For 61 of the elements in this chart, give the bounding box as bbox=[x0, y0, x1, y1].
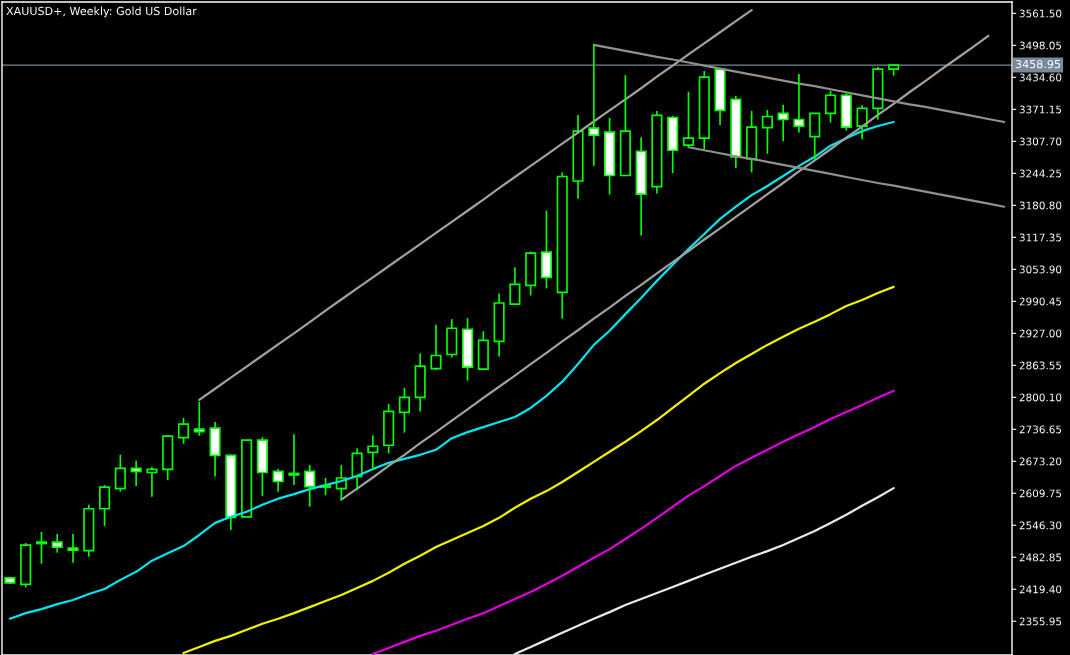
y-tick-label: 3117.35 bbox=[1019, 233, 1062, 242]
candlestick bbox=[351, 447, 363, 491]
line-series bbox=[8, 120, 895, 620]
candlestick bbox=[588, 44, 600, 167]
candlestick bbox=[304, 464, 316, 508]
candlestick bbox=[367, 434, 379, 471]
line-series bbox=[371, 389, 895, 655]
candlestick bbox=[446, 318, 458, 359]
y-tick-label: 2927.00 bbox=[1019, 329, 1062, 338]
candlestick bbox=[225, 454, 237, 531]
y-tick-label: 3498.05 bbox=[1019, 41, 1062, 50]
line-series bbox=[182, 285, 895, 655]
y-tick-label: 2863.55 bbox=[1019, 361, 1062, 370]
y-tick-label: 3561.50 bbox=[1019, 9, 1062, 18]
candlestick bbox=[67, 533, 79, 564]
y-tick-label: 2419.40 bbox=[1019, 585, 1062, 594]
candlestick bbox=[209, 421, 221, 478]
candlestick bbox=[477, 330, 489, 370]
candlestick bbox=[241, 439, 253, 518]
candlestick bbox=[619, 74, 631, 177]
candlestick bbox=[83, 503, 95, 558]
candlestick bbox=[272, 468, 284, 493]
line-series bbox=[592, 43, 1006, 124]
y-tick-label: 2482.85 bbox=[1019, 553, 1062, 562]
y-tick-label: 2673.20 bbox=[1019, 457, 1062, 466]
candlestick bbox=[777, 104, 789, 143]
candlestick bbox=[51, 533, 63, 554]
candlestick bbox=[856, 104, 868, 140]
candlestick bbox=[714, 68, 726, 126]
y-tick-label: 3244.25 bbox=[1019, 169, 1062, 178]
line-series bbox=[198, 8, 753, 401]
candlestick bbox=[793, 73, 805, 134]
candlestick bbox=[509, 266, 521, 305]
candlestick bbox=[635, 136, 647, 237]
candlestick bbox=[872, 66, 884, 121]
y-tick-label: 3371.15 bbox=[1019, 105, 1062, 114]
candlestick bbox=[493, 292, 505, 358]
candlestick bbox=[651, 110, 663, 195]
y-tick-label: 3434.60 bbox=[1019, 73, 1062, 82]
candlestick bbox=[288, 433, 300, 486]
y-tick-label: 2546.30 bbox=[1019, 521, 1062, 530]
ref-line-label: 3458.95 bbox=[1015, 59, 1061, 69]
y-tick-label: 2990.45 bbox=[1019, 297, 1062, 306]
candlestick bbox=[840, 92, 852, 132]
y-tick-label: 2355.95 bbox=[1019, 617, 1062, 626]
candlestick bbox=[414, 352, 426, 413]
y-tick-label: 3053.90 bbox=[1019, 265, 1062, 274]
line-series bbox=[513, 486, 895, 655]
y-tick-label: 2609.75 bbox=[1019, 489, 1062, 498]
chart-title: XAUUSD+, Weekly: Gold US Dollar bbox=[6, 6, 197, 18]
y-tick-label: 3307.70 bbox=[1019, 137, 1062, 146]
candlestick bbox=[572, 114, 584, 200]
candlestick bbox=[20, 542, 32, 589]
candlestick bbox=[556, 171, 568, 320]
y-tick-label: 3180.80 bbox=[1019, 201, 1062, 210]
y-tick-label: 2736.65 bbox=[1019, 425, 1062, 434]
candlestick bbox=[193, 401, 205, 437]
y-tick-label: 2800.10 bbox=[1019, 393, 1062, 402]
line-series bbox=[340, 34, 990, 501]
candlestick bbox=[698, 70, 710, 151]
candlestick bbox=[730, 94, 742, 169]
